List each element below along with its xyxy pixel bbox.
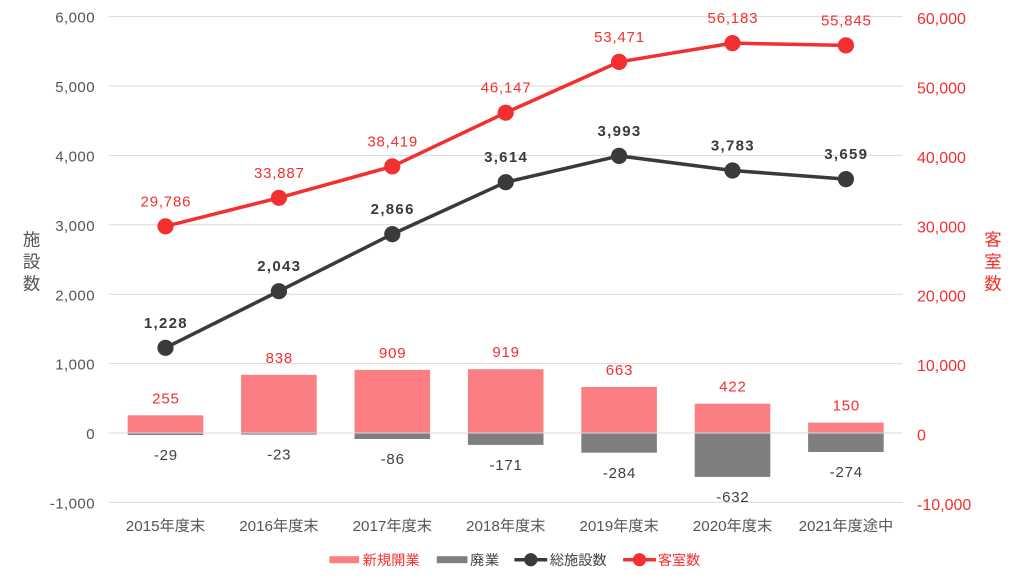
svg-text:-1,000: -1,000	[50, 496, 95, 513]
svg-text:0: 0	[86, 426, 95, 443]
svg-text:5,000: 5,000	[55, 79, 95, 96]
svg-text:2015: 2015	[126, 518, 160, 535]
svg-text:10,000: 10,000	[917, 358, 966, 375]
svg-text:3,614: 3,614	[484, 149, 528, 166]
svg-text:-632: -632	[716, 489, 749, 506]
svg-text:60,000: 60,000	[917, 11, 966, 28]
svg-text:4,000: 4,000	[55, 149, 95, 166]
svg-text:2018: 2018	[466, 518, 500, 535]
svg-text:2016: 2016	[239, 518, 273, 535]
svg-text:-29: -29	[154, 447, 178, 464]
svg-text:-23: -23	[267, 447, 291, 464]
svg-text:909: 909	[379, 345, 406, 362]
svg-text:919: 919	[492, 344, 519, 361]
svg-text:-284: -284	[603, 465, 636, 482]
svg-text:2020: 2020	[693, 518, 727, 535]
svg-text:55,845: 55,845	[821, 12, 872, 29]
svg-text:422: 422	[719, 379, 746, 396]
svg-text:2,043: 2,043	[257, 258, 301, 275]
svg-text:30,000: 30,000	[917, 219, 966, 236]
svg-text:2,866: 2,866	[371, 201, 415, 218]
svg-text:56,183: 56,183	[708, 10, 759, 27]
svg-text:663: 663	[606, 362, 633, 379]
svg-text:33,887: 33,887	[254, 165, 305, 182]
svg-text:0: 0	[917, 428, 926, 445]
svg-text:3,993: 3,993	[597, 123, 641, 140]
svg-text:-274: -274	[830, 464, 863, 481]
svg-text:150: 150	[833, 398, 860, 415]
svg-text:2019: 2019	[579, 518, 613, 535]
svg-text:2021: 2021	[799, 518, 833, 535]
svg-text:-171: -171	[489, 457, 522, 474]
svg-text:40,000: 40,000	[917, 150, 966, 167]
svg-text:53,471: 53,471	[594, 29, 645, 46]
svg-text:46,147: 46,147	[481, 80, 532, 97]
svg-text:-86: -86	[381, 451, 405, 468]
svg-text:29,786: 29,786	[141, 193, 192, 210]
svg-text:50,000: 50,000	[917, 81, 966, 98]
svg-text:1,000: 1,000	[55, 357, 95, 374]
svg-text:255: 255	[152, 390, 179, 407]
svg-text:3,659: 3,659	[824, 146, 868, 163]
svg-text:20,000: 20,000	[917, 289, 966, 306]
svg-text:-10,000: -10,000	[917, 497, 971, 514]
svg-text:838: 838	[266, 350, 293, 367]
svg-text:3,000: 3,000	[55, 218, 95, 235]
svg-text:1,228: 1,228	[144, 315, 188, 332]
svg-text:6,000: 6,000	[55, 10, 95, 27]
svg-text:2,000: 2,000	[55, 287, 95, 304]
svg-text:3,783: 3,783	[711, 138, 755, 155]
svg-text:2017: 2017	[353, 518, 387, 535]
svg-text:38,419: 38,419	[367, 133, 418, 150]
